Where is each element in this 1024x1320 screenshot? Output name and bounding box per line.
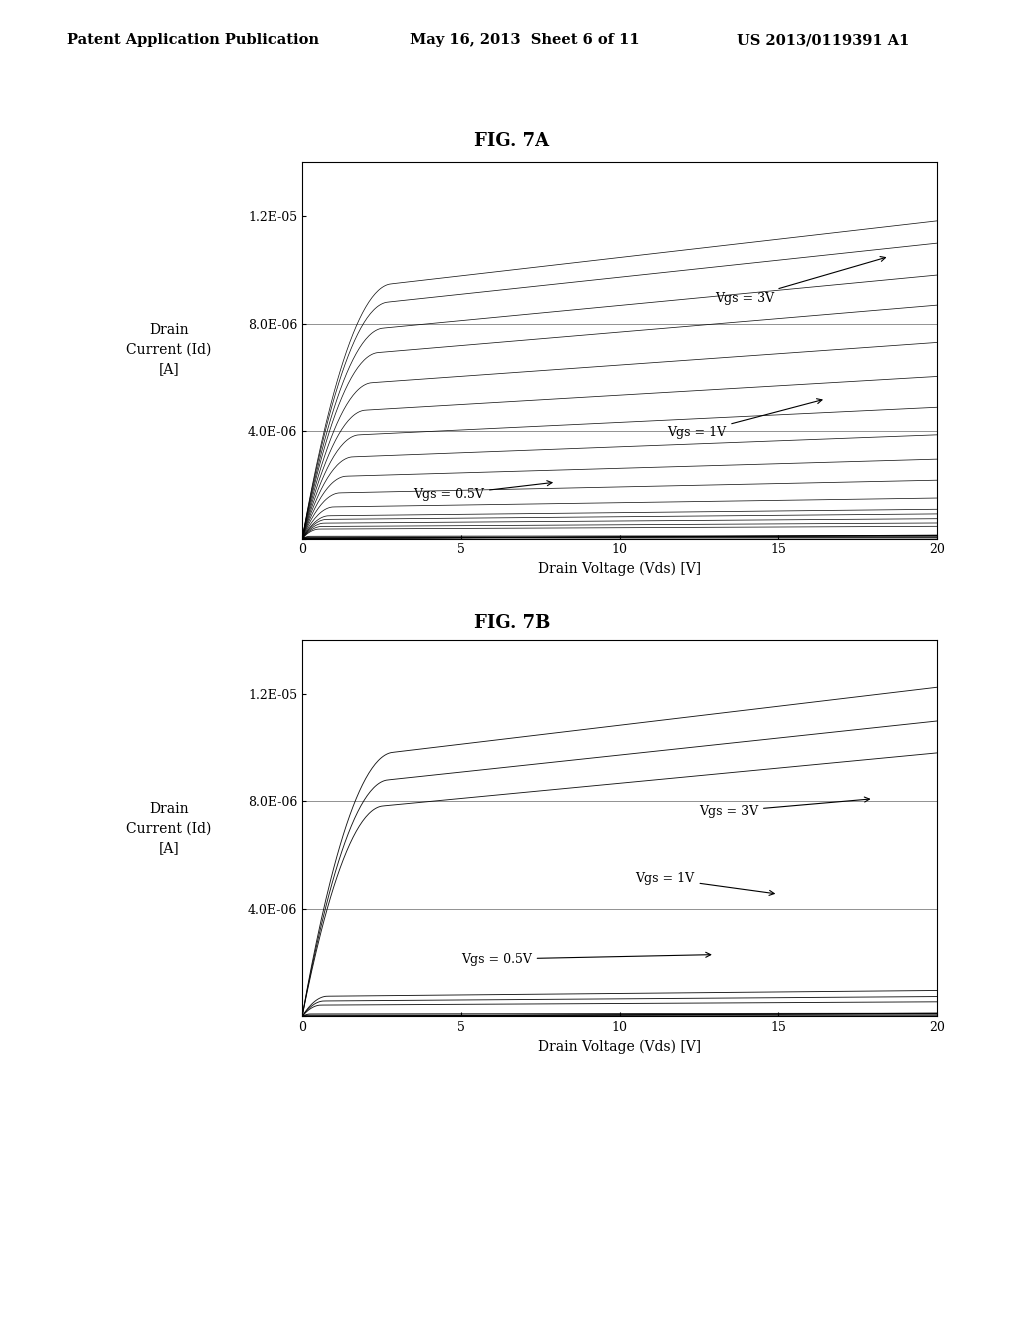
Text: Patent Application Publication: Patent Application Publication <box>67 33 318 48</box>
Text: May 16, 2013  Sheet 6 of 11: May 16, 2013 Sheet 6 of 11 <box>410 33 639 48</box>
Text: Drain
Current (Id)
[A]: Drain Current (Id) [A] <box>126 803 212 855</box>
Text: Vgs = 3V: Vgs = 3V <box>699 797 869 818</box>
Text: Vgs = 0.5V: Vgs = 0.5V <box>461 952 711 966</box>
Text: FIG. 7A: FIG. 7A <box>474 132 550 150</box>
Text: Vgs = 3V: Vgs = 3V <box>715 256 886 305</box>
Text: FIG. 7B: FIG. 7B <box>474 614 550 632</box>
Text: Drain
Current (Id)
[A]: Drain Current (Id) [A] <box>126 323 212 376</box>
Text: US 2013/0119391 A1: US 2013/0119391 A1 <box>737 33 909 48</box>
X-axis label: Drain Voltage (Vds) [V]: Drain Voltage (Vds) [V] <box>538 562 701 577</box>
Text: Vgs = 1V: Vgs = 1V <box>635 873 774 895</box>
Text: Vgs = 1V: Vgs = 1V <box>668 399 822 440</box>
Text: Vgs = 0.5V: Vgs = 0.5V <box>414 480 552 502</box>
X-axis label: Drain Voltage (Vds) [V]: Drain Voltage (Vds) [V] <box>538 1040 701 1055</box>
